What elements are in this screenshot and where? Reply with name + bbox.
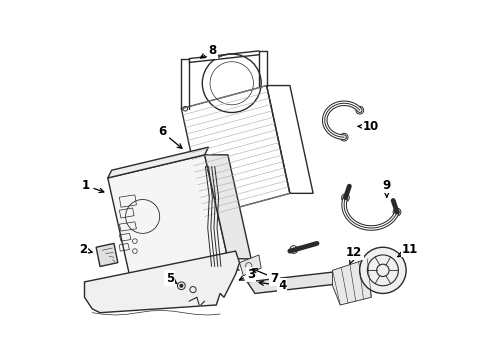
Text: 3: 3 [239, 268, 255, 281]
Polygon shape [108, 147, 209, 178]
Text: 8: 8 [200, 44, 217, 58]
Text: 7: 7 [253, 269, 278, 284]
Polygon shape [205, 155, 251, 259]
Polygon shape [247, 270, 356, 293]
Text: 4: 4 [259, 279, 286, 292]
Text: 2: 2 [79, 243, 92, 256]
Polygon shape [108, 155, 228, 282]
Text: 1: 1 [82, 179, 104, 193]
Circle shape [180, 284, 183, 287]
Text: 6: 6 [158, 125, 182, 148]
Polygon shape [84, 251, 240, 313]
Text: 5: 5 [166, 271, 177, 284]
Polygon shape [240, 255, 261, 276]
Polygon shape [96, 243, 118, 266]
Text: 11: 11 [398, 243, 418, 257]
Text: 10: 10 [358, 120, 379, 133]
Polygon shape [333, 259, 371, 305]
Circle shape [360, 247, 406, 293]
Text: 9: 9 [383, 179, 391, 197]
Text: 12: 12 [346, 246, 362, 264]
